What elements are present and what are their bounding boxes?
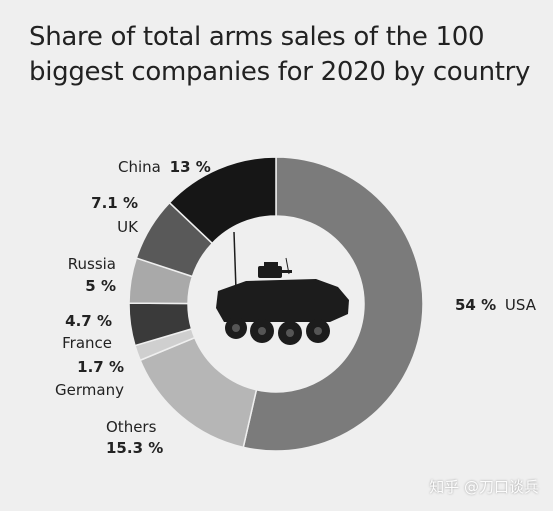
label-russia-name: Russia	[68, 255, 116, 273]
label-uk-name: UK	[117, 218, 139, 236]
label-france-name: France	[62, 334, 112, 352]
label-usa-value: 54 %	[455, 296, 496, 314]
watermark: 知乎 @刀口谈兵	[429, 478, 539, 496]
label-china-name: China	[118, 158, 161, 176]
armored-vehicle-icon	[216, 231, 349, 345]
chart-title-line-2: biggest companies for 2020 by country	[29, 57, 531, 87]
label-usa: 54 % USA	[455, 296, 537, 314]
chart-title-line-1: Share of total arms sales of the 100	[29, 22, 485, 52]
chart-title: Share of total arms sales of the 100 big…	[29, 20, 539, 90]
label-russia-value: 5 %	[85, 277, 116, 295]
label-france-value: 4.7 %	[65, 312, 112, 330]
label-others-value: 15.3 %	[106, 439, 163, 457]
label-germany-value: 1.7 %	[77, 358, 124, 376]
label-usa-name: USA	[505, 296, 537, 314]
label-china: China 13 %	[118, 158, 211, 176]
label-others-name: Others	[106, 418, 157, 436]
label-china-value: 13 %	[170, 158, 211, 176]
label-germany-name: Germany	[55, 381, 124, 399]
label-uk-value: 7.1 %	[91, 194, 138, 212]
